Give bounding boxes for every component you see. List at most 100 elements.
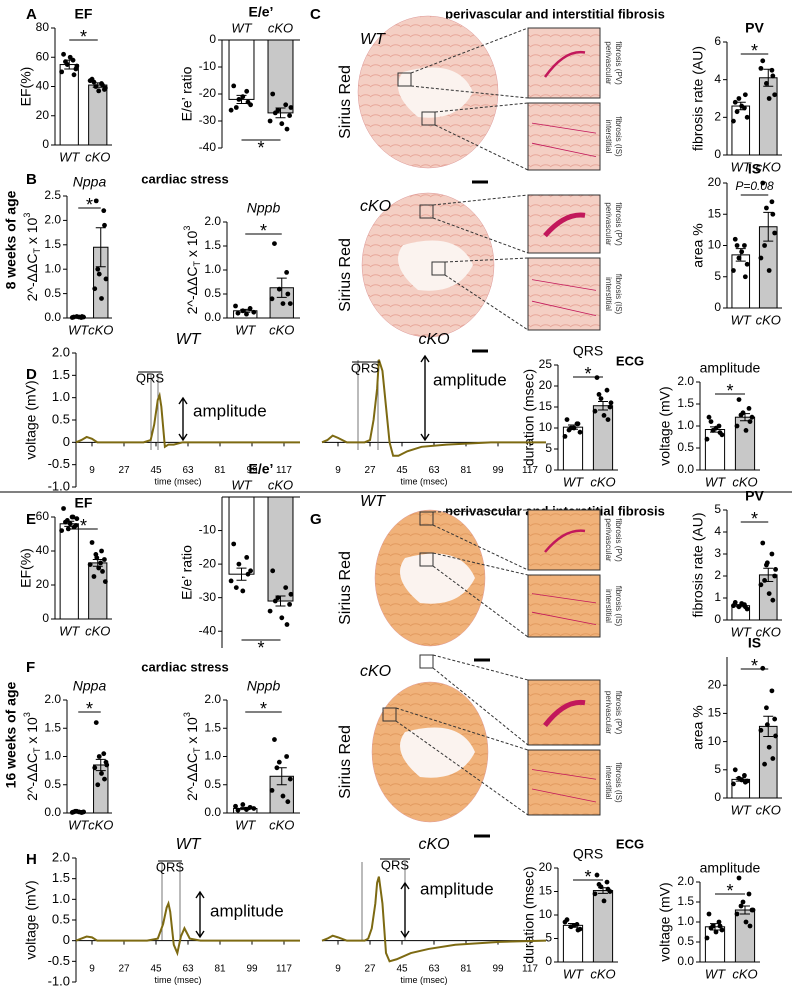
data-point bbox=[736, 96, 742, 101]
data-point bbox=[284, 754, 290, 759]
data-point bbox=[102, 222, 107, 228]
data-point bbox=[92, 286, 98, 292]
group-label: WT bbox=[360, 493, 386, 510]
category-label: cKO bbox=[756, 159, 781, 174]
inset-label: fibrosis (PV) bbox=[614, 691, 623, 735]
data-point bbox=[601, 898, 607, 904]
amplitude-arrow bbox=[420, 354, 430, 442]
y-tick-label: -30 bbox=[199, 113, 217, 127]
data-point bbox=[87, 562, 93, 567]
data-point bbox=[604, 387, 610, 393]
y-tick-label: 6 bbox=[714, 34, 721, 48]
annotation: amplitude bbox=[420, 879, 494, 898]
inset-label: fibrosis (IS) bbox=[614, 274, 623, 315]
chart-title: PV bbox=[745, 488, 764, 504]
significance-mark: * bbox=[257, 138, 264, 158]
zoom-line bbox=[444, 257, 529, 263]
data-point bbox=[69, 315, 75, 320]
x-tick-label: 99 bbox=[246, 963, 258, 974]
data-point bbox=[240, 308, 246, 314]
x-axis-label: time (msec) bbox=[401, 477, 448, 487]
chart-title: QRS bbox=[573, 846, 603, 862]
bar bbox=[758, 77, 778, 156]
y-tick-label: 0.0 bbox=[44, 805, 61, 819]
vessel bbox=[543, 699, 586, 728]
data-point bbox=[749, 414, 755, 420]
x-tick-label: 63 bbox=[428, 963, 440, 974]
data-point bbox=[276, 286, 282, 292]
zoom-line bbox=[434, 124, 529, 171]
chart-title: IS bbox=[748, 635, 761, 651]
data-point bbox=[742, 773, 747, 778]
annotation: P=0.08 bbox=[735, 179, 774, 193]
y-tick-label: 40 bbox=[36, 543, 50, 557]
data-point bbox=[575, 927, 581, 933]
data-point bbox=[731, 603, 736, 609]
data-point bbox=[285, 291, 291, 297]
y-axis-label: voltage (mV) bbox=[23, 880, 39, 959]
y-tick-label: 0 bbox=[545, 954, 552, 968]
data-point bbox=[283, 585, 289, 590]
data-point bbox=[59, 528, 65, 533]
data-point bbox=[272, 241, 277, 247]
y-tick-label: 15 bbox=[708, 206, 722, 220]
amplitude-arrow bbox=[400, 881, 410, 939]
y-tick-label: 20 bbox=[708, 677, 722, 691]
data-point bbox=[746, 891, 752, 897]
side-label: 8 weeks of age bbox=[3, 190, 19, 289]
data-point bbox=[288, 591, 294, 597]
category-label: WT bbox=[731, 624, 752, 639]
data-point bbox=[231, 83, 237, 89]
data-point bbox=[562, 434, 568, 439]
category-label: WT bbox=[731, 159, 752, 174]
category-label: cKO bbox=[85, 623, 110, 638]
inset-label: perivascular bbox=[604, 691, 613, 734]
x-tick-label: 117 bbox=[522, 465, 538, 476]
annotation: amplitude bbox=[210, 901, 284, 920]
inset-label: fibrosis (PV) bbox=[614, 202, 623, 246]
y-tick-label: 10 bbox=[708, 238, 722, 252]
data-point bbox=[760, 540, 766, 546]
data-point bbox=[288, 105, 294, 110]
x-tick-label: 99 bbox=[492, 963, 504, 974]
data-point bbox=[71, 72, 77, 78]
bar bbox=[734, 909, 756, 963]
category-label: WT bbox=[235, 322, 256, 337]
data-point bbox=[287, 776, 293, 782]
ventricle-cavity bbox=[400, 553, 475, 604]
y-tick-label: 5 bbox=[545, 441, 552, 455]
data-point bbox=[280, 793, 286, 799]
significance-mark: * bbox=[80, 516, 87, 536]
data-point bbox=[233, 585, 239, 590]
data-point bbox=[762, 761, 767, 767]
panel-label: F bbox=[26, 659, 35, 676]
x-tick-label: 63 bbox=[182, 963, 194, 974]
y-tick-label: 0.5 bbox=[44, 286, 61, 300]
y-tick-label: -1.0 bbox=[48, 973, 70, 988]
y-tick-label: 0 bbox=[209, 32, 216, 46]
y-axis-label-part: 3 bbox=[22, 712, 32, 717]
x-tick-label: 117 bbox=[276, 465, 292, 476]
inset-label: perivascular bbox=[604, 202, 613, 245]
y-tick-label: 40 bbox=[36, 79, 50, 93]
category-label: cKO bbox=[590, 474, 615, 489]
data-point bbox=[739, 601, 745, 606]
y-tick-label: 2.0 bbox=[44, 213, 61, 227]
zoom-line bbox=[395, 720, 529, 816]
inset-image bbox=[527, 194, 601, 254]
y-axis-label-part: 2^-ΔΔC bbox=[24, 753, 40, 801]
data-point bbox=[269, 788, 275, 793]
group-label: cKO bbox=[360, 663, 391, 680]
significance-mark: * bbox=[260, 221, 267, 241]
category-label: WT bbox=[731, 802, 752, 817]
data-point bbox=[736, 255, 742, 261]
data-point bbox=[713, 425, 719, 431]
data-point bbox=[716, 919, 722, 925]
group-label: WT bbox=[360, 31, 386, 48]
category-label: WT bbox=[231, 477, 252, 492]
data-point bbox=[284, 270, 290, 275]
y-axis-label: voltage (mV) bbox=[657, 386, 673, 465]
data-point bbox=[67, 521, 73, 527]
data-point bbox=[92, 765, 98, 771]
data-point bbox=[247, 804, 253, 810]
